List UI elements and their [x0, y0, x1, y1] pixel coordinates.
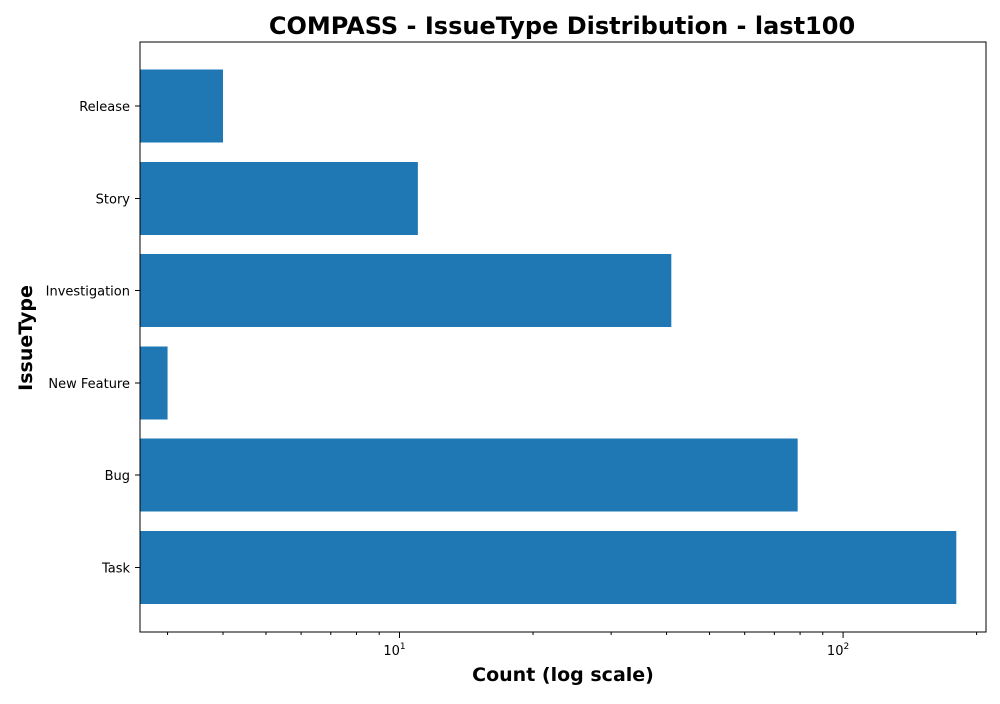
y-tick-label: Release — [79, 100, 130, 115]
bar-story — [140, 162, 418, 235]
plot-area-frame — [139, 41, 987, 633]
x-axis-label: Count (log scale) — [472, 664, 654, 686]
y-axis-label: IssueType — [15, 285, 37, 391]
y-tick-label: Bug — [105, 469, 130, 484]
x-axis-ticks: 101 102 — [167, 632, 978, 659]
y-axis-ticks: Task Bug New Feature Investigation Story Rele… — [46, 100, 140, 577]
bar-new-feature — [140, 346, 168, 420]
bar-investigation — [140, 254, 672, 327]
chart-title: COMPASS - IssueType Distribution - last1… — [269, 12, 855, 40]
y-tick-label: Story — [96, 193, 131, 208]
bar-release — [140, 69, 223, 143]
bar-task — [140, 531, 957, 604]
y-tick-label: Task — [101, 562, 131, 577]
y-tick-label: Investigation — [46, 285, 130, 300]
x-tick-label: 102 — [827, 642, 849, 659]
x-tick-label: 101 — [383, 642, 405, 659]
y-tick-label: New Feature — [48, 377, 130, 392]
bar-bug — [140, 438, 798, 512]
bars-layer — [140, 69, 957, 604]
